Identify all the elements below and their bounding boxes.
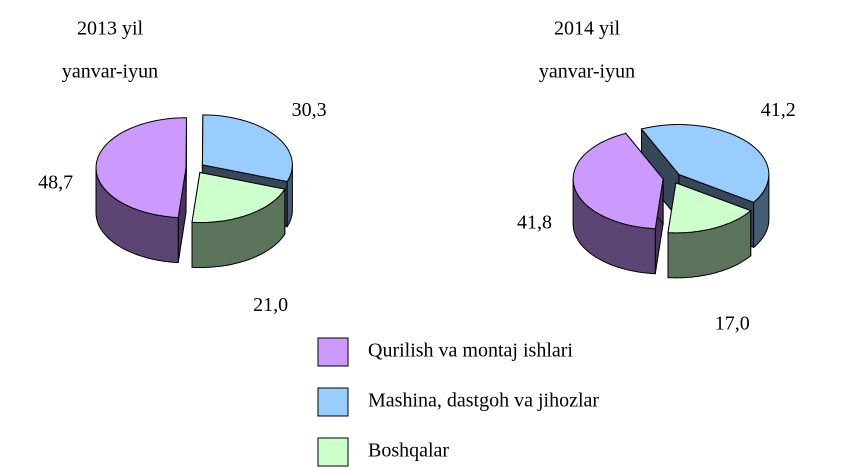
legend-label: Qurilish va montaj ishlari — [368, 340, 573, 362]
slice-top — [191, 171, 286, 223]
slice-top — [640, 124, 770, 203]
pie-title: 2013 yil — [77, 18, 144, 40]
legend-swatch — [317, 437, 349, 467]
legend-label: Mashina, dastgoh va jihozlar — [368, 390, 599, 412]
data-label: 17,0 — [715, 312, 750, 334]
data-label: 48,7 — [38, 172, 73, 194]
pie-slice — [572, 132, 664, 275]
data-label: 41,2 — [761, 99, 796, 121]
slice-top — [572, 132, 664, 230]
legend-swatch — [317, 387, 349, 417]
data-label: 41,8 — [517, 211, 552, 233]
pie-title: 2014 yil — [554, 18, 621, 40]
pie-slice — [95, 117, 188, 264]
pie-subtitle: yanvar-iyun — [539, 61, 635, 83]
slice-top — [95, 117, 188, 219]
pie-slice — [191, 171, 286, 268]
slice-top — [201, 114, 293, 183]
pie-slice — [667, 182, 752, 279]
legend-swatch — [317, 337, 349, 367]
data-label: 30,3 — [292, 99, 327, 121]
legend-label: Boshqalar — [368, 440, 449, 462]
data-label: 21,0 — [253, 294, 288, 316]
pie-subtitle: yanvar-iyun — [62, 61, 158, 83]
slice-top — [667, 182, 752, 234]
